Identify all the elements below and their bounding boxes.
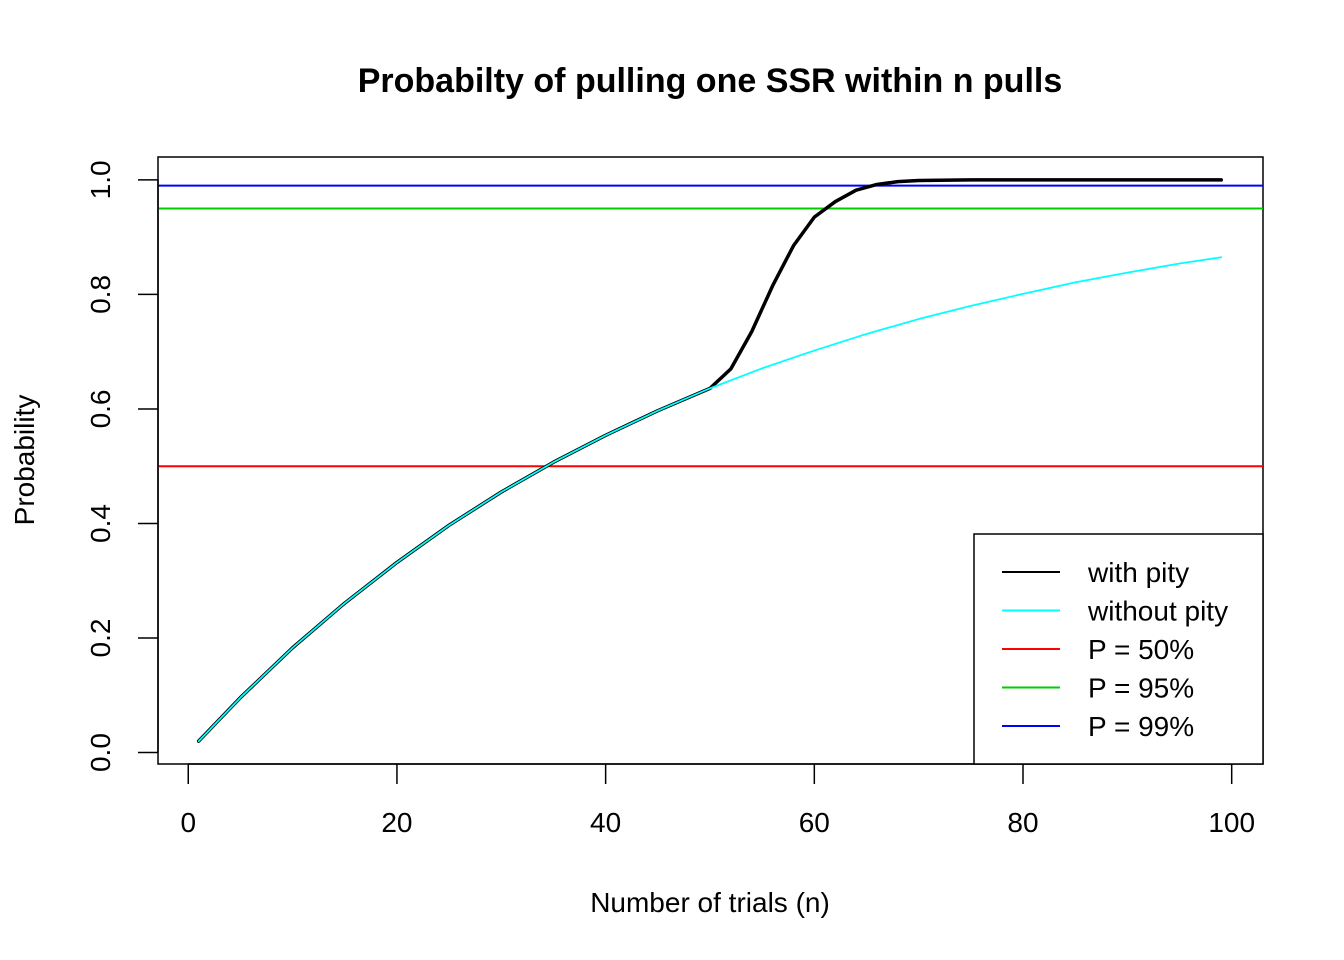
x-axis-label: Number of trials (n) [590,887,830,918]
series-line-without-pity [197,256,1223,742]
legend-label: P = 99% [1088,711,1194,742]
x-tick-label: 0 [180,807,196,838]
legend-label: with pity [1087,557,1189,588]
x-tick-label: 20 [381,807,412,838]
y-tick-label: 0.2 [85,619,116,658]
legend-label: P = 95% [1088,673,1194,704]
y-tick-label: 0.0 [85,733,116,772]
chart-title: Probabilty of pulling one SSR within n p… [358,62,1063,100]
x-tick-label: 80 [1007,807,1038,838]
y-tick-label: 0.8 [85,275,116,314]
x-axis: 0 20 40 60 80 100 [180,763,1255,838]
legend-label: P = 50% [1088,634,1194,665]
y-tick-label: 0.6 [85,389,116,428]
x-tick-label: 60 [799,807,830,838]
y-tick-label: 0.4 [85,504,116,543]
x-tick-label: 40 [590,807,621,838]
y-axis: 0.0 0.2 0.4 0.6 0.8 1.0 [85,160,159,772]
legend: with pity without pity P = 50% P = 95% P = 9… [973,533,1264,765]
x-tick-label: 100 [1208,807,1255,838]
reference-lines [158,184,1263,468]
series-lines [196,178,1224,743]
legend-label: without pity [1087,596,1228,627]
y-axis-label: Probability [9,395,40,526]
y-tick-label: 1.0 [85,160,116,199]
